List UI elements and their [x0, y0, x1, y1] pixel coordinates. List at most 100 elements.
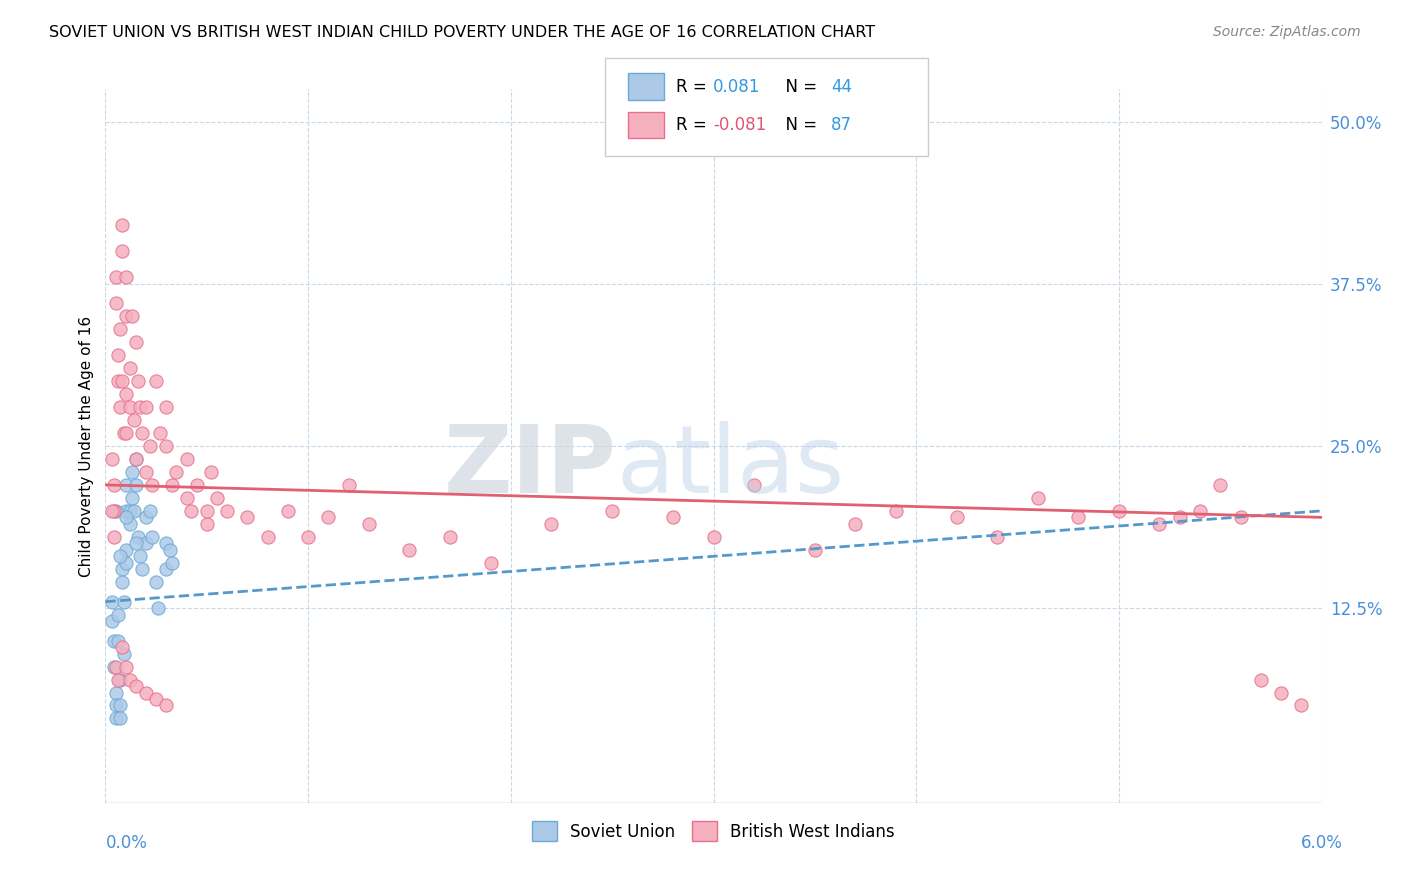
Text: -0.081: -0.081	[713, 116, 766, 134]
Point	[107, 673, 129, 687]
Point	[155, 536, 177, 550]
Point	[141, 478, 163, 492]
Point	[159, 542, 181, 557]
Point	[114, 510, 136, 524]
Point	[162, 556, 184, 570]
Point	[662, 510, 685, 524]
Point	[114, 270, 136, 285]
Point	[131, 562, 153, 576]
Point	[135, 465, 157, 479]
Point	[114, 504, 136, 518]
Point	[108, 400, 131, 414]
Text: 87: 87	[831, 116, 852, 134]
Text: N =: N =	[775, 78, 823, 95]
Point	[945, 510, 967, 524]
Point	[100, 595, 122, 609]
Point	[135, 400, 157, 414]
Text: SOVIET UNION VS BRITISH WEST INDIAN CHILD POVERTY UNDER THE AGE OF 16 CORRELATIO: SOVIET UNION VS BRITISH WEST INDIAN CHIL…	[49, 25, 876, 40]
Point	[702, 530, 725, 544]
Legend: Soviet Union, British West Indians: Soviet Union, British West Indians	[526, 814, 901, 848]
Point	[127, 374, 149, 388]
Point	[125, 452, 148, 467]
Point	[844, 516, 866, 531]
Point	[256, 530, 278, 544]
Point	[337, 478, 360, 492]
Point	[118, 516, 141, 531]
Point	[104, 711, 127, 725]
Text: 0.0%: 0.0%	[105, 834, 148, 852]
Point	[176, 491, 198, 505]
Point	[121, 465, 143, 479]
Text: R =: R =	[676, 78, 713, 95]
Point	[398, 542, 420, 557]
Point	[1250, 673, 1272, 687]
Point	[103, 504, 125, 518]
Point	[103, 530, 125, 544]
Point	[439, 530, 461, 544]
Text: atlas: atlas	[616, 421, 845, 514]
Point	[108, 711, 131, 725]
Point	[111, 575, 134, 590]
Point	[118, 504, 141, 518]
Point	[135, 510, 157, 524]
Point	[479, 556, 502, 570]
Point	[186, 478, 208, 492]
Text: 44: 44	[831, 78, 852, 95]
Point	[139, 439, 162, 453]
Point	[107, 607, 129, 622]
Point	[145, 575, 167, 590]
Point	[205, 491, 228, 505]
Point	[1270, 685, 1292, 699]
Point	[742, 478, 765, 492]
Point	[155, 400, 177, 414]
Point	[122, 413, 145, 427]
Point	[104, 296, 127, 310]
Point	[104, 698, 127, 713]
Point	[884, 504, 907, 518]
Point	[108, 322, 131, 336]
Point	[145, 374, 167, 388]
Point	[139, 504, 162, 518]
Point	[108, 673, 131, 687]
Text: N =: N =	[775, 116, 823, 134]
Point	[155, 439, 177, 453]
Point	[104, 685, 127, 699]
Text: Source: ZipAtlas.com: Source: ZipAtlas.com	[1213, 25, 1361, 39]
Text: 6.0%: 6.0%	[1301, 834, 1343, 852]
Point	[107, 374, 129, 388]
Point	[125, 536, 148, 550]
Point	[1229, 510, 1251, 524]
Point	[217, 504, 239, 518]
Point	[118, 361, 141, 376]
Point	[100, 452, 122, 467]
Y-axis label: Child Poverty Under the Age of 16: Child Poverty Under the Age of 16	[79, 316, 94, 576]
Point	[986, 530, 1008, 544]
Point	[114, 556, 136, 570]
Text: 0.081: 0.081	[713, 78, 761, 95]
Point	[200, 465, 222, 479]
Point	[155, 562, 177, 576]
Point	[195, 504, 218, 518]
Point	[125, 335, 148, 350]
Point	[277, 504, 299, 518]
Point	[112, 425, 135, 440]
Point	[129, 549, 152, 564]
Point	[145, 692, 167, 706]
Point	[129, 400, 152, 414]
Point	[108, 698, 131, 713]
Point	[114, 659, 136, 673]
Point	[127, 530, 149, 544]
Point	[125, 478, 148, 492]
Point	[122, 504, 145, 518]
Point	[114, 425, 136, 440]
Point	[180, 504, 202, 518]
Point	[1189, 504, 1212, 518]
Point	[114, 542, 136, 557]
Point	[107, 348, 129, 362]
Point	[1067, 510, 1090, 524]
Point	[125, 679, 148, 693]
Point	[155, 698, 177, 713]
Point	[131, 425, 153, 440]
Point	[1026, 491, 1049, 505]
Point	[357, 516, 380, 531]
